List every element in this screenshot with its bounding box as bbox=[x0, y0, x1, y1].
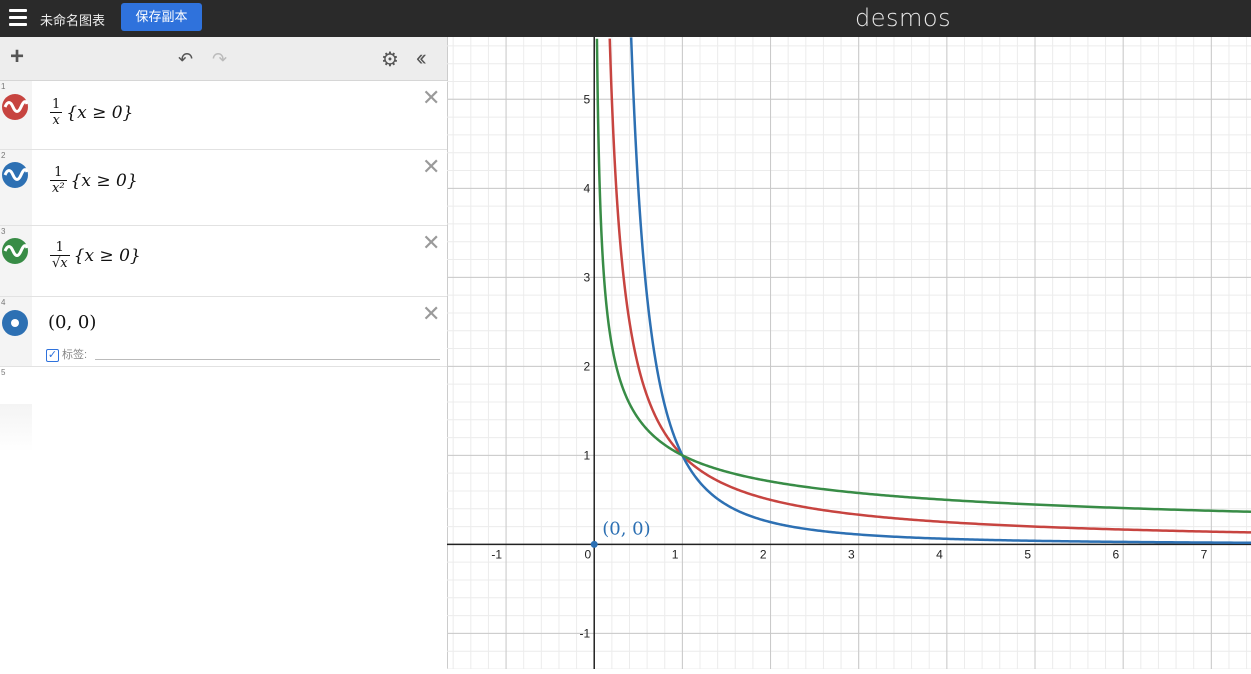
x-tick-label: 6 bbox=[1112, 547, 1119, 561]
gear-icon[interactable]: ⚙ bbox=[381, 49, 399, 71]
x-tick-label: 3 bbox=[848, 547, 855, 561]
expression-formula[interactable]: 1 √x {x ≥ 0} bbox=[50, 240, 141, 271]
menu-icon[interactable] bbox=[9, 9, 27, 27]
point-marker bbox=[590, 540, 598, 548]
series-line bbox=[608, 38, 1251, 534]
graph-canvas[interactable]: -1 0 1 2 3 4 5 6 7 -1 1 2 3 4 5 (0, 0) bbox=[447, 37, 1251, 670]
label-toggle[interactable]: ✓ 标签: bbox=[46, 348, 88, 362]
x-tick-label: 0 bbox=[585, 547, 592, 561]
undo-icon[interactable]: ↶ bbox=[178, 49, 194, 69]
expression-index: 3 bbox=[1, 227, 6, 236]
expression-formula[interactable]: 1 x² {x ≥ 0} bbox=[50, 165, 138, 196]
graph-paper[interactable]: -1 0 1 2 3 4 5 6 7 -1 1 2 3 4 5 (0, 0) bbox=[447, 37, 1251, 670]
expression-index: 5 bbox=[1, 368, 6, 377]
x-tick-label: 5 bbox=[1024, 547, 1031, 561]
graph-title[interactable]: 未命名图表 bbox=[40, 13, 106, 28]
y-tick-label: 1 bbox=[584, 448, 591, 462]
x-tick-label: 1 bbox=[672, 547, 679, 561]
save-copy-button[interactable]: 保存副本 bbox=[121, 3, 202, 31]
y-tick-label: 3 bbox=[584, 270, 591, 284]
close-icon[interactable]: ✕ bbox=[422, 301, 441, 326]
top-bar: 未命名图表 保存副本 desmos bbox=[0, 0, 1251, 37]
expression-formula[interactable]: 1 x {x ≥ 0} bbox=[50, 97, 134, 128]
wave-icon[interactable] bbox=[2, 238, 28, 264]
close-icon[interactable]: ✕ bbox=[422, 154, 441, 179]
expression-index: 1 bbox=[1, 82, 6, 91]
y-tick-label: -1 bbox=[580, 626, 591, 640]
wave-icon[interactable] bbox=[2, 162, 28, 188]
expression-index: 2 bbox=[1, 151, 6, 160]
plus-icon[interactable]: + bbox=[10, 43, 25, 70]
series-line bbox=[595, 38, 1251, 514]
expression-toolbar: + ↶ ↷ ⚙ ‹‹ bbox=[0, 37, 447, 81]
label-input[interactable] bbox=[95, 359, 440, 360]
close-icon[interactable]: ✕ bbox=[422, 230, 441, 255]
checkbox[interactable]: ✓ bbox=[46, 348, 59, 362]
x-tick-label: -1 bbox=[491, 547, 502, 561]
point-icon[interactable] bbox=[2, 310, 28, 336]
expression-index: 4 bbox=[1, 298, 6, 307]
expression-row[interactable]: 1 1 x {x ≥ 0} ✕ bbox=[0, 81, 447, 150]
expression-row[interactable]: 4 (0, 0) ✓ 标签: ✕ bbox=[0, 297, 447, 367]
expression-panel: + ↶ ↷ ⚙ ‹‹ 1 1 x {x ≥ 0} ✕ 2 1 x² {x ≥ 0} ✕ … bbox=[0, 37, 448, 669]
redo-icon[interactable]: ↷ bbox=[212, 49, 228, 69]
point-expression[interactable]: (0, 0) bbox=[48, 312, 97, 333]
y-tick-label: 2 bbox=[584, 359, 591, 373]
x-tick-label: 7 bbox=[1201, 547, 1208, 561]
series-line bbox=[629, 37, 1251, 545]
wave-icon[interactable] bbox=[2, 94, 28, 120]
x-tick-label: 2 bbox=[760, 547, 767, 561]
expression-row[interactable]: 2 1 x² {x ≥ 0} ✕ bbox=[0, 150, 447, 226]
expression-row[interactable]: 3 1 √x {x ≥ 0} ✕ bbox=[0, 226, 447, 297]
close-icon[interactable]: ✕ bbox=[422, 85, 441, 110]
desmos-logo: desmos bbox=[855, 4, 952, 32]
x-tick-label: 4 bbox=[936, 547, 943, 561]
y-tick-label: 5 bbox=[584, 92, 591, 106]
point-label: (0, 0) bbox=[602, 518, 650, 539]
y-tick-label: 4 bbox=[584, 181, 591, 195]
double-chevron-left-icon[interactable]: ‹‹ bbox=[416, 45, 426, 70]
